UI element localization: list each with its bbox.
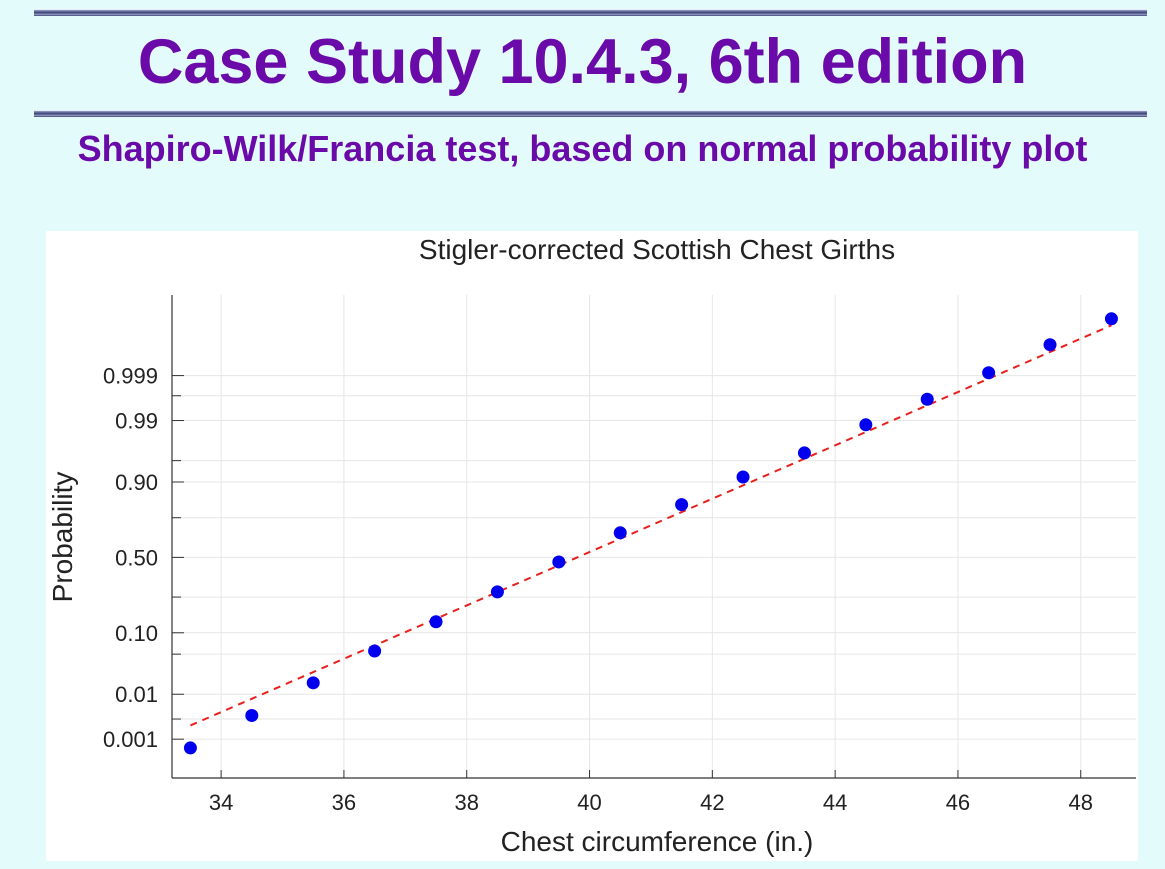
data-point bbox=[429, 615, 443, 629]
data-point bbox=[368, 644, 382, 658]
data-point bbox=[245, 708, 259, 722]
x-tick-label: 44 bbox=[823, 790, 847, 815]
fit-line-layer bbox=[190, 324, 1112, 727]
data-point bbox=[920, 392, 934, 406]
page-title: Case Study 10.4.3, 6th edition bbox=[137, 27, 1028, 97]
x-tick-label: 40 bbox=[577, 790, 601, 815]
x-tick-label: 34 bbox=[209, 790, 233, 815]
x-tick-label: 36 bbox=[332, 790, 356, 815]
data-point bbox=[183, 741, 197, 755]
plot-panel: 34 36 38 40 42 44 46 48 0.001 0.01 0.10 0.50 0.90 0.9… bbox=[46, 231, 1138, 861]
y-tick-label: 0.50 bbox=[115, 545, 158, 570]
data-point bbox=[797, 446, 811, 460]
data-points bbox=[183, 312, 1118, 755]
chart-title: Stigler-corrected Scottish Chest Girths bbox=[419, 234, 895, 265]
data-point bbox=[736, 470, 750, 484]
grid-lines bbox=[172, 295, 1136, 778]
data-point bbox=[1104, 312, 1118, 326]
header-rule-bottom bbox=[34, 110, 1147, 117]
y-tick-label: 0.10 bbox=[115, 621, 158, 646]
axes: 34 36 38 40 42 44 46 48 0.001 0.01 0.10 0.50 0.90 0.9… bbox=[103, 295, 1136, 815]
y-tick-label: 0.90 bbox=[115, 470, 158, 495]
x-tick-label: 38 bbox=[454, 790, 478, 815]
data-point bbox=[306, 676, 320, 690]
y-tick-label: 0.999 bbox=[103, 364, 158, 389]
y-tick-label: 0.01 bbox=[115, 682, 158, 707]
y-tick-label: 0.99 bbox=[115, 409, 158, 434]
probability-plot: 34 36 38 40 42 44 46 48 0.001 0.01 0.10 0.50 0.90 0.9… bbox=[47, 234, 1136, 857]
header-rule-top bbox=[34, 9, 1147, 16]
x-tick-label: 46 bbox=[946, 790, 970, 815]
data-point bbox=[675, 498, 689, 512]
x-tick-label: 42 bbox=[700, 790, 724, 815]
data-point bbox=[490, 585, 504, 599]
x-tick-label: 48 bbox=[1068, 790, 1092, 815]
y-tick-label: 0.001 bbox=[103, 727, 158, 752]
data-point bbox=[1043, 338, 1057, 352]
y-axis-label: Probability bbox=[47, 472, 78, 603]
data-point bbox=[552, 555, 566, 569]
data-point bbox=[859, 418, 873, 432]
page-subtitle: Shapiro-Wilk/Francia test, based on norm… bbox=[77, 128, 1088, 169]
x-axis-label: Chest circumference (in.) bbox=[501, 826, 814, 857]
data-point bbox=[613, 526, 627, 540]
fit-line bbox=[190, 324, 1112, 727]
data-point bbox=[982, 366, 996, 380]
